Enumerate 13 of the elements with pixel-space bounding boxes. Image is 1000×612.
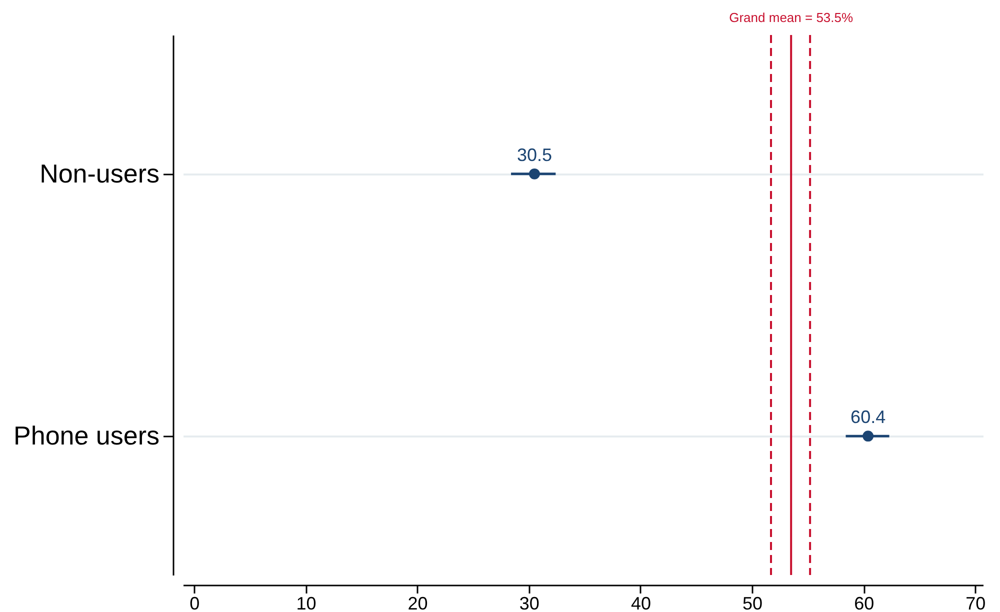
x-tick-label: 0	[190, 594, 200, 612]
x-tick-label: 20	[408, 594, 428, 612]
y-tick-label: Phone users	[14, 420, 160, 451]
x-tick-label: 70	[966, 594, 986, 612]
data-label: 60.4	[850, 407, 886, 428]
y-tick-label: Non-users	[40, 158, 160, 188]
x-tick-label: 40	[630, 594, 651, 612]
x-tick-label: 10	[296, 594, 316, 612]
ref-line-label: Grand mean = 53.5%	[729, 10, 854, 25]
data-label: 30.5	[516, 144, 552, 165]
x-tick-label: 30	[519, 594, 540, 612]
x-tick-label: 60	[854, 594, 874, 612]
x-tick-label: 50	[742, 594, 763, 612]
